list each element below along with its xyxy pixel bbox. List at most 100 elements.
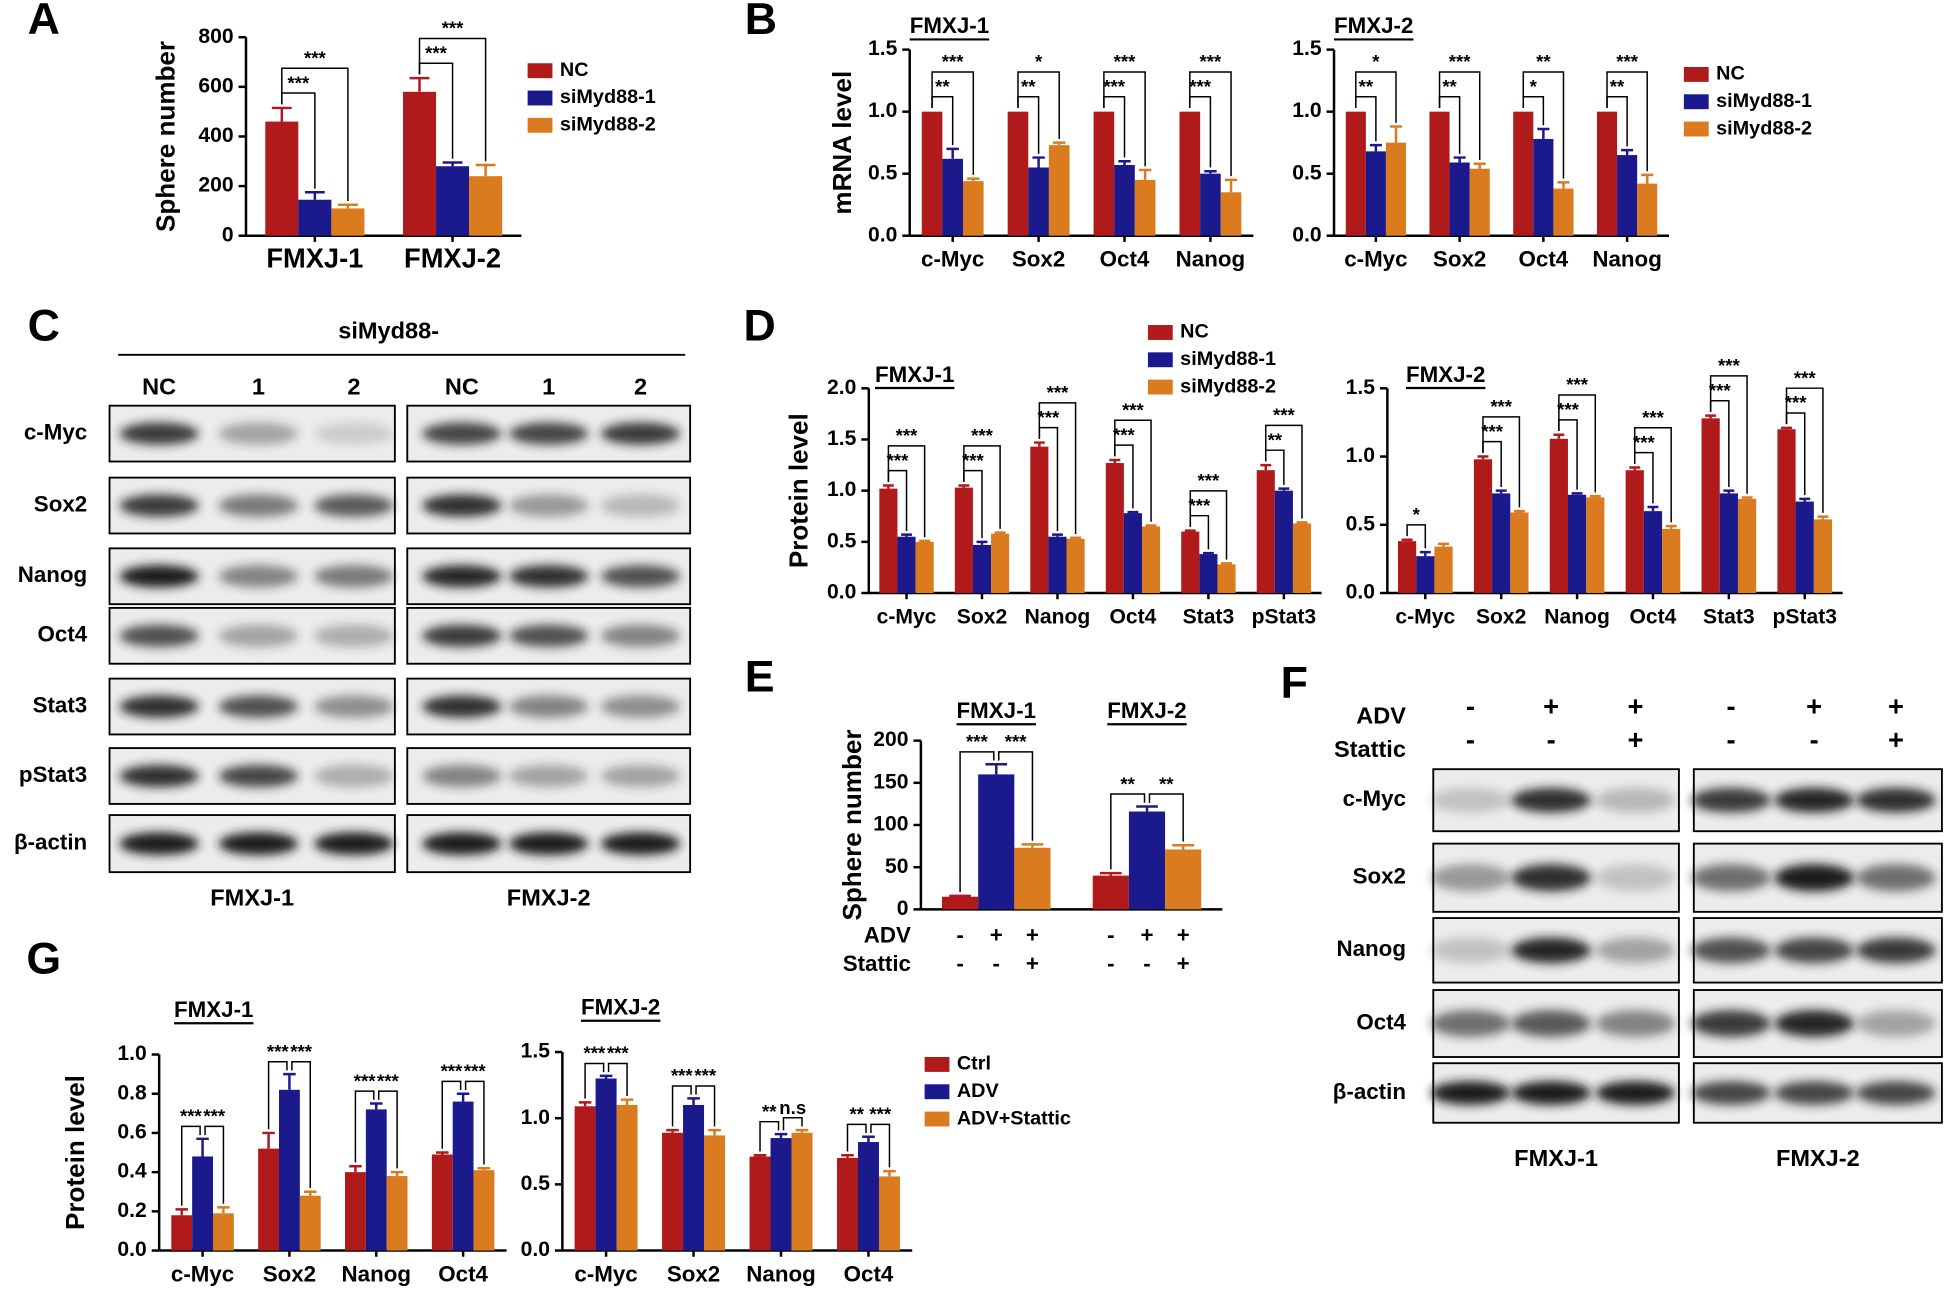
error-bar bbox=[1053, 141, 1066, 146]
bar bbox=[1533, 138, 1554, 236]
significance-label: *** bbox=[1794, 367, 1816, 388]
blot-band bbox=[1511, 787, 1591, 813]
bar bbox=[574, 1106, 596, 1251]
blot-band bbox=[1430, 937, 1511, 964]
y-tick-label: 400 bbox=[198, 124, 233, 147]
significance-label: *** bbox=[942, 51, 964, 72]
legend-swatch bbox=[527, 63, 553, 79]
legend-label: siMyd88-2 bbox=[1716, 117, 1812, 139]
error-bar bbox=[1184, 529, 1196, 532]
error-bar bbox=[1052, 533, 1063, 537]
blot-band bbox=[1856, 787, 1936, 813]
legend-swatch bbox=[1147, 352, 1173, 368]
bar bbox=[941, 896, 979, 910]
error-bar bbox=[774, 1132, 788, 1139]
error-bar bbox=[1419, 550, 1431, 557]
significance-label: *** bbox=[1616, 51, 1638, 72]
error-bar bbox=[304, 1190, 317, 1196]
legend-label: NC bbox=[1716, 63, 1745, 85]
condition-sign: - bbox=[1547, 724, 1556, 755]
y-tick-label: 1.5 bbox=[827, 427, 857, 450]
blot-band bbox=[600, 422, 681, 445]
significance-label: ** bbox=[935, 76, 950, 97]
error-bar bbox=[883, 1169, 896, 1177]
y-tick-label: 1.5 bbox=[1292, 37, 1322, 60]
x-tick-label: Nanog bbox=[1025, 605, 1091, 628]
blot-band bbox=[422, 624, 502, 647]
legend-label: Ctrl bbox=[957, 1053, 991, 1075]
significance-bracket bbox=[1558, 394, 1597, 493]
bar bbox=[1134, 179, 1156, 236]
significance-label: *** bbox=[1103, 76, 1125, 97]
y-tick-label: 600 bbox=[198, 74, 233, 97]
x-tick-label: Sox2 bbox=[1012, 246, 1065, 271]
y-tick-label: 0.8 bbox=[117, 1081, 147, 1104]
blot-row-label: c-Myc bbox=[24, 420, 87, 445]
error-bar bbox=[1221, 562, 1232, 565]
error-bar bbox=[1629, 466, 1641, 471]
error-bar bbox=[1138, 168, 1152, 180]
legend-swatch bbox=[1147, 379, 1173, 395]
x-tick-label: FMXJ-2 bbox=[404, 243, 501, 274]
significance-label: *** bbox=[1557, 399, 1579, 420]
x-tick-label: c-Myc bbox=[1344, 246, 1407, 271]
significance-bracket bbox=[846, 1123, 867, 1152]
legend-swatch bbox=[1683, 66, 1709, 82]
error-bar bbox=[1118, 160, 1131, 166]
significance-label: *** bbox=[1481, 421, 1503, 442]
bar bbox=[595, 1078, 617, 1251]
significance-label: ** bbox=[1159, 773, 1174, 794]
significance-bracket bbox=[1265, 424, 1303, 519]
blot-band bbox=[600, 695, 681, 718]
error-bar bbox=[882, 484, 894, 489]
blot-band bbox=[119, 832, 199, 856]
error-bar bbox=[620, 1098, 634, 1105]
bar bbox=[1553, 188, 1574, 236]
blot-band bbox=[600, 565, 681, 588]
significance-bracket bbox=[782, 1116, 803, 1131]
x-tick-label: Nanog bbox=[1544, 605, 1610, 628]
y-tick-label: 1.0 bbox=[827, 478, 856, 501]
category-label: FMXJ-1 bbox=[957, 698, 1036, 723]
significance-label: *** bbox=[1273, 405, 1295, 426]
y-tick-label: 0 bbox=[897, 897, 909, 920]
legend-swatch bbox=[1683, 94, 1709, 110]
significance-label: ** bbox=[762, 1101, 777, 1122]
significance-bracket bbox=[963, 445, 1001, 529]
bar bbox=[662, 1132, 684, 1251]
significance-bracket bbox=[1482, 416, 1521, 508]
bar bbox=[1114, 165, 1135, 236]
y-tick-label: 0.4 bbox=[117, 1160, 147, 1183]
error-bar bbox=[304, 191, 325, 200]
blot-band bbox=[218, 494, 299, 517]
error-bar bbox=[795, 1128, 809, 1133]
condition-sign: + bbox=[1177, 923, 1190, 948]
significance-label: *** bbox=[971, 425, 993, 446]
bar bbox=[1643, 511, 1663, 594]
y-tick-label: 0.0 bbox=[117, 1238, 146, 1261]
significance-label: ** bbox=[1442, 76, 1457, 97]
significance-label: * bbox=[1530, 76, 1538, 97]
y-tick-label: 100 bbox=[873, 813, 908, 836]
bar bbox=[1795, 501, 1814, 594]
error-bar bbox=[1099, 871, 1122, 876]
x-tick-label: Sox2 bbox=[1433, 246, 1486, 271]
bar bbox=[436, 166, 470, 236]
significance-label: *** bbox=[203, 1106, 225, 1127]
significance-bracket bbox=[1114, 419, 1152, 522]
bar bbox=[836, 1157, 858, 1251]
blot-band bbox=[218, 832, 299, 856]
significance-bracket bbox=[281, 67, 349, 201]
condition-sign: - bbox=[1107, 923, 1114, 948]
blot-band bbox=[314, 494, 394, 517]
significance-label: *** bbox=[1189, 76, 1211, 97]
significance-label: ** bbox=[1359, 76, 1374, 97]
x-tick-label: Nanog bbox=[1176, 246, 1245, 271]
significance-label: n.s bbox=[779, 1097, 806, 1118]
blot-header: siMyd88- bbox=[338, 318, 439, 344]
blot-band bbox=[600, 764, 681, 788]
blot-band bbox=[314, 422, 394, 445]
x-tick-label: Stat3 bbox=[1183, 605, 1235, 628]
blot-row-label: Sox2 bbox=[34, 491, 87, 516]
legend-label: siMyd88-2 bbox=[560, 114, 656, 136]
